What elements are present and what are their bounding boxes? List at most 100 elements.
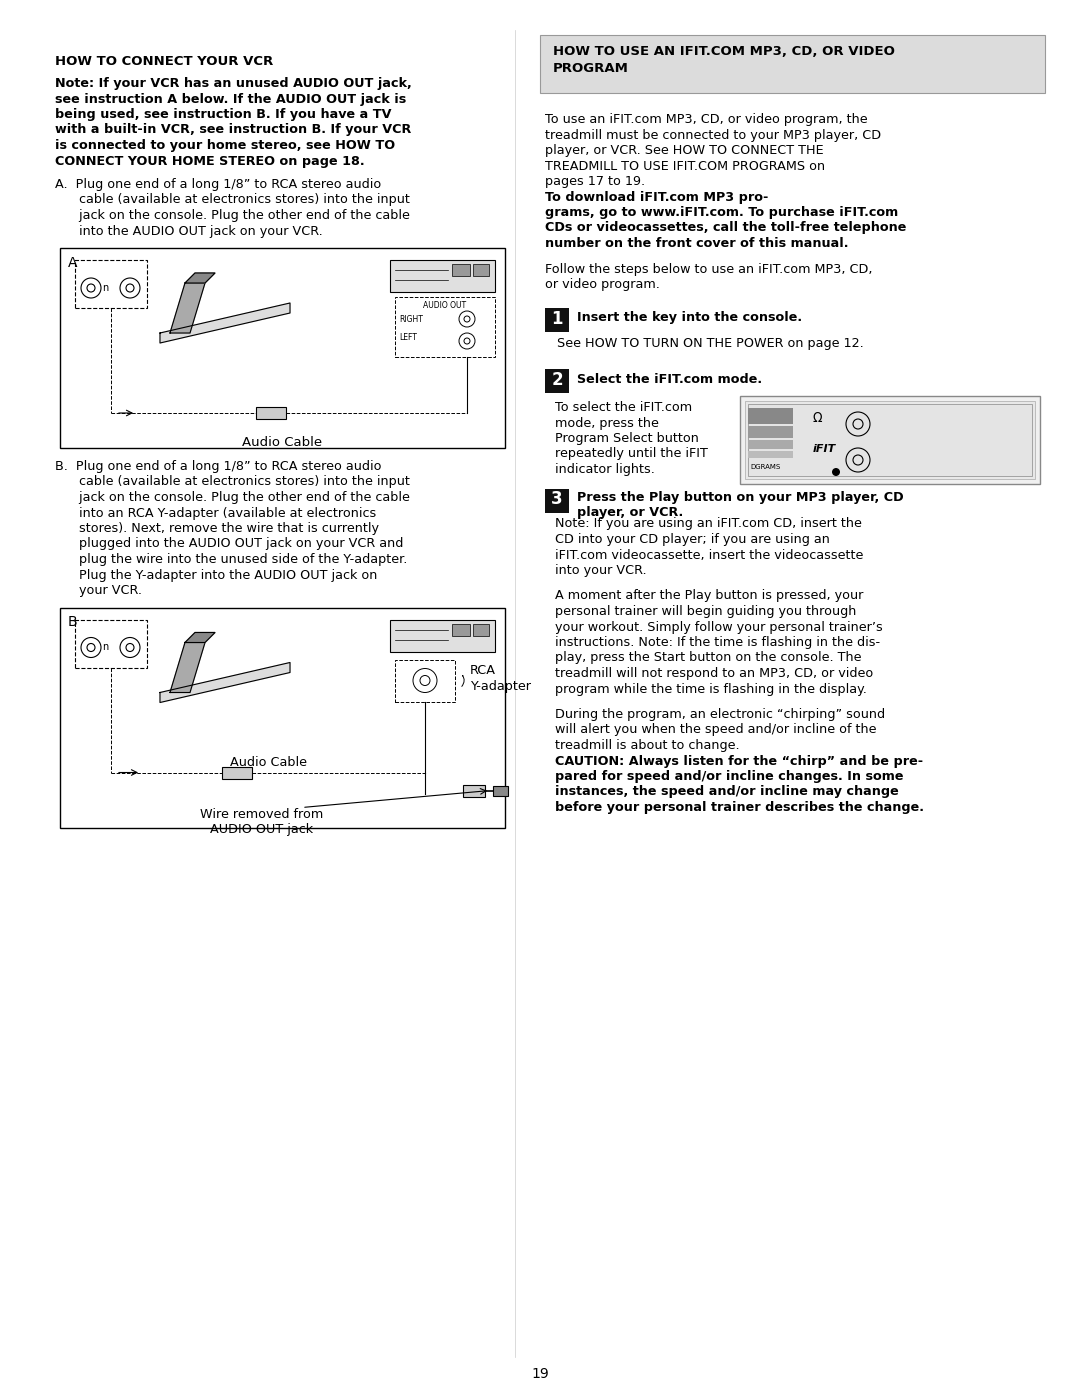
Text: Audio Cable: Audio Cable (242, 436, 322, 448)
Text: Plug the Y-adapter into the AUDIO OUT jack on: Plug the Y-adapter into the AUDIO OUT ja… (55, 569, 377, 581)
Text: Audio Cable: Audio Cable (229, 756, 307, 768)
Polygon shape (160, 303, 291, 344)
Bar (221, 767, 252, 778)
Text: cable (available at electronics stores) into the input: cable (available at electronics stores) … (55, 475, 410, 489)
Text: personal trainer will begin guiding you through: personal trainer will begin guiding you … (555, 605, 856, 617)
Text: plugged into the AUDIO OUT jack on your VCR and: plugged into the AUDIO OUT jack on your … (55, 538, 403, 550)
FancyArrowPatch shape (462, 676, 464, 686)
Text: grams, go to www.iFIT.com. To purchase iFIT.com: grams, go to www.iFIT.com. To purchase i… (545, 205, 899, 219)
Text: CDs or videocassettes, call the toll-free telephone: CDs or videocassettes, call the toll-fre… (545, 222, 906, 235)
Text: HOW TO USE AN IFIT.COM MP3, CD, OR VIDEO: HOW TO USE AN IFIT.COM MP3, CD, OR VIDEO (553, 45, 895, 59)
Text: 2: 2 (551, 372, 563, 388)
Bar (453, 264, 470, 277)
Text: indicator lights.: indicator lights. (555, 462, 654, 476)
Bar (395, 659, 455, 701)
Text: 3: 3 (551, 490, 563, 509)
Polygon shape (170, 643, 205, 693)
Text: into the AUDIO OUT jack on your VCR.: into the AUDIO OUT jack on your VCR. (55, 225, 323, 237)
Polygon shape (185, 272, 215, 284)
Text: repeatedly until the iFIT: repeatedly until the iFIT (555, 447, 707, 461)
Text: iFIT: iFIT (813, 444, 836, 454)
Bar (256, 407, 286, 419)
Text: iFIT.com videocassette, insert the videocassette: iFIT.com videocassette, insert the video… (555, 549, 863, 562)
Bar (745, 401, 1035, 479)
Text: See HOW TO TURN ON THE POWER on page 12.: See HOW TO TURN ON THE POWER on page 12. (557, 338, 864, 351)
Text: plug the wire into the unused side of the Y-adapter.: plug the wire into the unused side of th… (55, 553, 407, 566)
Text: play, press the Start button on the console. The: play, press the Start button on the cons… (555, 651, 862, 665)
Bar (390, 260, 495, 292)
Polygon shape (185, 633, 215, 643)
Text: number on the front cover of this manual.: number on the front cover of this manual… (545, 237, 849, 250)
Text: B: B (68, 616, 78, 630)
Text: pared for speed and/or incline changes. In some: pared for speed and/or incline changes. … (555, 770, 904, 782)
Bar (545, 369, 569, 393)
Text: B.  Plug one end of a long 1/8” to RCA stereo audio: B. Plug one end of a long 1/8” to RCA st… (55, 460, 381, 474)
Text: with a built-in VCR, see instruction B. If your VCR: with a built-in VCR, see instruction B. … (55, 123, 411, 137)
Text: Select the iFIT.com mode.: Select the iFIT.com mode. (577, 373, 762, 386)
Text: treadmill must be connected to your MP3 player, CD: treadmill must be connected to your MP3 … (545, 129, 881, 141)
Text: 1: 1 (551, 310, 563, 327)
Text: treadmill will not respond to an MP3, CD, or video: treadmill will not respond to an MP3, CD… (555, 666, 874, 680)
Text: To download iFIT.com MP3 pro-: To download iFIT.com MP3 pro- (545, 190, 768, 204)
Text: A: A (68, 256, 78, 270)
Text: RIGHT: RIGHT (399, 314, 423, 324)
Text: n: n (102, 284, 108, 293)
Text: AUDIO OUT jack: AUDIO OUT jack (211, 823, 313, 835)
Text: A.  Plug one end of a long 1/8” to RCA stereo audio: A. Plug one end of a long 1/8” to RCA st… (55, 177, 381, 191)
Text: AUDIO OUT: AUDIO OUT (423, 300, 467, 310)
Text: Insert the key into the console.: Insert the key into the console. (577, 312, 802, 324)
Text: During the program, an electronic “chirping” sound: During the program, an electronic “chirp… (555, 708, 886, 721)
Text: player, or VCR.: player, or VCR. (577, 506, 684, 520)
Bar (473, 264, 489, 277)
Text: will alert you when the speed and/or incline of the: will alert you when the speed and/or inc… (555, 724, 877, 736)
Bar (492, 785, 508, 795)
Text: CD into your CD player; if you are using an: CD into your CD player; if you are using… (555, 534, 829, 546)
Text: CAUTION: Always listen for the “chirp” and be pre-: CAUTION: Always listen for the “chirp” a… (555, 754, 923, 767)
Text: Program Select button: Program Select button (555, 432, 699, 446)
Text: player, or VCR. See HOW TO CONNECT THE: player, or VCR. See HOW TO CONNECT THE (545, 144, 824, 156)
Text: CONNECT YOUR HOME STEREO on page 18.: CONNECT YOUR HOME STEREO on page 18. (55, 155, 365, 168)
Text: your workout. Simply follow your personal trainer’s: your workout. Simply follow your persona… (555, 620, 882, 633)
Text: into an RCA Y-adapter (available at electronics: into an RCA Y-adapter (available at elec… (55, 507, 376, 520)
Bar (748, 426, 793, 439)
Text: see instruction A below. If the AUDIO OUT jack is: see instruction A below. If the AUDIO OU… (55, 92, 406, 106)
Polygon shape (170, 284, 205, 332)
Text: instructions. Note: If the time is flashing in the dis-: instructions. Note: If the time is flash… (555, 636, 880, 650)
Text: TREADMILL TO USE IFIT.COM PROGRAMS on: TREADMILL TO USE IFIT.COM PROGRAMS on (545, 159, 825, 172)
Circle shape (832, 468, 840, 476)
Circle shape (87, 284, 95, 292)
Bar (545, 307, 569, 331)
Bar (545, 489, 569, 513)
Bar (75, 619, 147, 668)
Text: HOW TO CONNECT YOUR VCR: HOW TO CONNECT YOUR VCR (55, 54, 273, 68)
Text: is connected to your home stereo, see HOW TO: is connected to your home stereo, see HO… (55, 138, 395, 152)
Text: being used, see instruction B. If you have a TV: being used, see instruction B. If you ha… (55, 108, 391, 122)
Text: RCA: RCA (470, 665, 496, 678)
Text: 19: 19 (531, 1368, 549, 1382)
Text: jack on the console. Plug the other end of the cable: jack on the console. Plug the other end … (55, 210, 410, 222)
Polygon shape (160, 662, 291, 703)
Text: your VCR.: your VCR. (55, 584, 141, 597)
Text: or video program.: or video program. (545, 278, 660, 291)
Bar (748, 408, 793, 425)
Bar (60, 249, 505, 448)
Bar (395, 298, 495, 358)
Text: mode, press the: mode, press the (555, 416, 659, 429)
Text: n: n (102, 643, 108, 652)
Text: Note: If your VCR has an unused AUDIO OUT jack,: Note: If your VCR has an unused AUDIO OU… (55, 77, 411, 89)
Circle shape (126, 284, 134, 292)
Text: stores). Next, remove the wire that is currently: stores). Next, remove the wire that is c… (55, 522, 379, 535)
Text: pages 17 to 19.: pages 17 to 19. (545, 175, 649, 189)
Bar (748, 440, 793, 448)
Text: cable (available at electronics stores) into the input: cable (available at electronics stores) … (55, 194, 410, 207)
Bar (390, 619, 495, 651)
Bar (740, 395, 1040, 483)
Text: treadmill is about to change.: treadmill is about to change. (555, 739, 744, 752)
Text: into your VCR.: into your VCR. (555, 564, 647, 577)
Text: Note: If you are using an iFIT.com CD, insert the: Note: If you are using an iFIT.com CD, i… (555, 517, 862, 531)
Text: A moment after the Play button is pressed, your: A moment after the Play button is presse… (555, 590, 863, 602)
Text: instances, the speed and/or incline may change: instances, the speed and/or incline may … (555, 785, 899, 799)
Text: Ω: Ω (813, 412, 823, 425)
Text: before your personal trainer describes the change.: before your personal trainer describes t… (555, 800, 924, 814)
Text: DGRAMS: DGRAMS (750, 464, 780, 469)
